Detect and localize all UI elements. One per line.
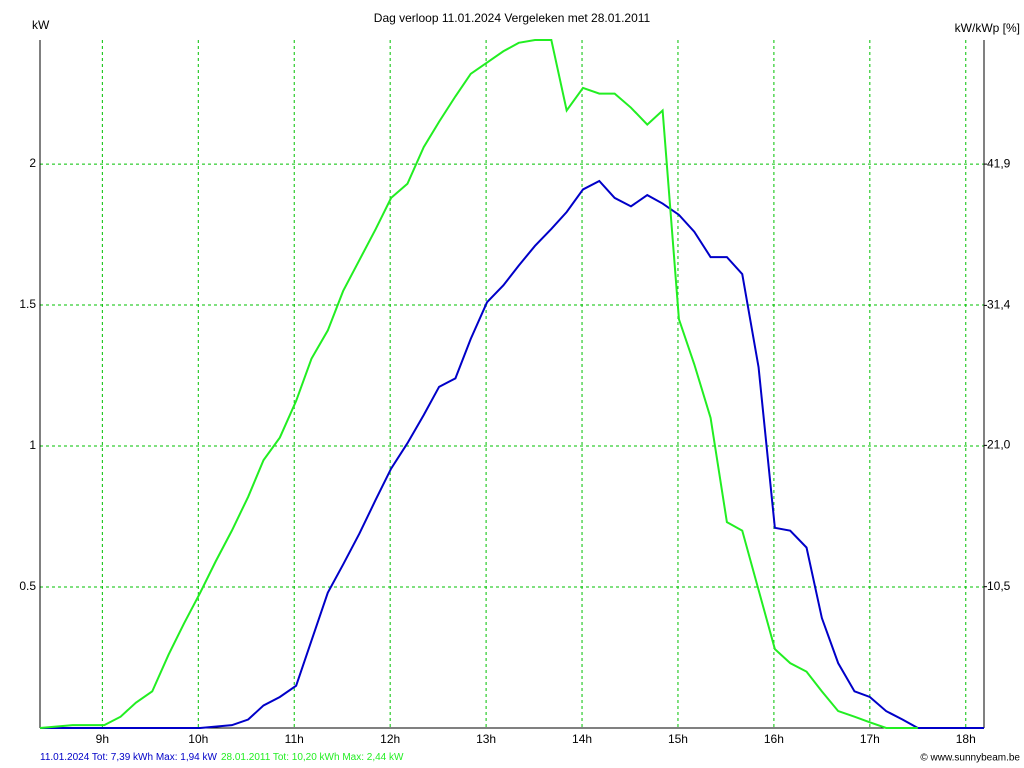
x-tick-label: 14h <box>572 732 592 746</box>
y2-tick-label: 31,4 <box>987 298 1011 312</box>
y-tick-label: 1 <box>29 438 36 452</box>
x-tick-label: 11h <box>285 732 304 746</box>
footer: © www.sunnybeam.be <box>920 753 1020 764</box>
x-tick-label: 18h <box>956 732 976 746</box>
legend-entry: 28.01.2011 Tot: 10,20 kWh Max: 2,44 kW <box>221 752 404 763</box>
legend: 11.01.2024 Tot: 7,39 kWh Max: 1,94 kW 28.… <box>40 752 404 763</box>
x-tick-label: 10h <box>188 732 208 746</box>
x-tick-label: 17h <box>860 732 880 746</box>
x-tick-label: 16h <box>764 732 784 746</box>
y-tick-label: 0.5 <box>19 579 36 593</box>
x-tick-label: 15h <box>668 732 688 746</box>
y-tick-label: 1.5 <box>19 297 36 311</box>
legend-entry: 11.01.2024 Tot: 7,39 kWh Max: 1,94 kW <box>40 752 218 763</box>
y2-tick-label: 41,9 <box>987 156 1011 170</box>
x-tick-label: 9h <box>96 732 109 746</box>
data-line <box>39 39 918 729</box>
y-tick-label: 2 <box>29 156 36 170</box>
y-axis-label: kW <box>32 18 50 32</box>
data-line <box>40 179 984 729</box>
x-tick-label: 13h <box>476 732 496 746</box>
y2-tick-label: 21,0 <box>987 438 1011 452</box>
chart-title: Dag verloop 11.01.2024 Vergeleken met 28… <box>374 11 651 25</box>
y2-axis-label: kW/kWp [%] <box>955 21 1020 35</box>
x-tick-label: 12h <box>380 732 400 746</box>
y2-tick-label: 10,5 <box>987 579 1011 593</box>
